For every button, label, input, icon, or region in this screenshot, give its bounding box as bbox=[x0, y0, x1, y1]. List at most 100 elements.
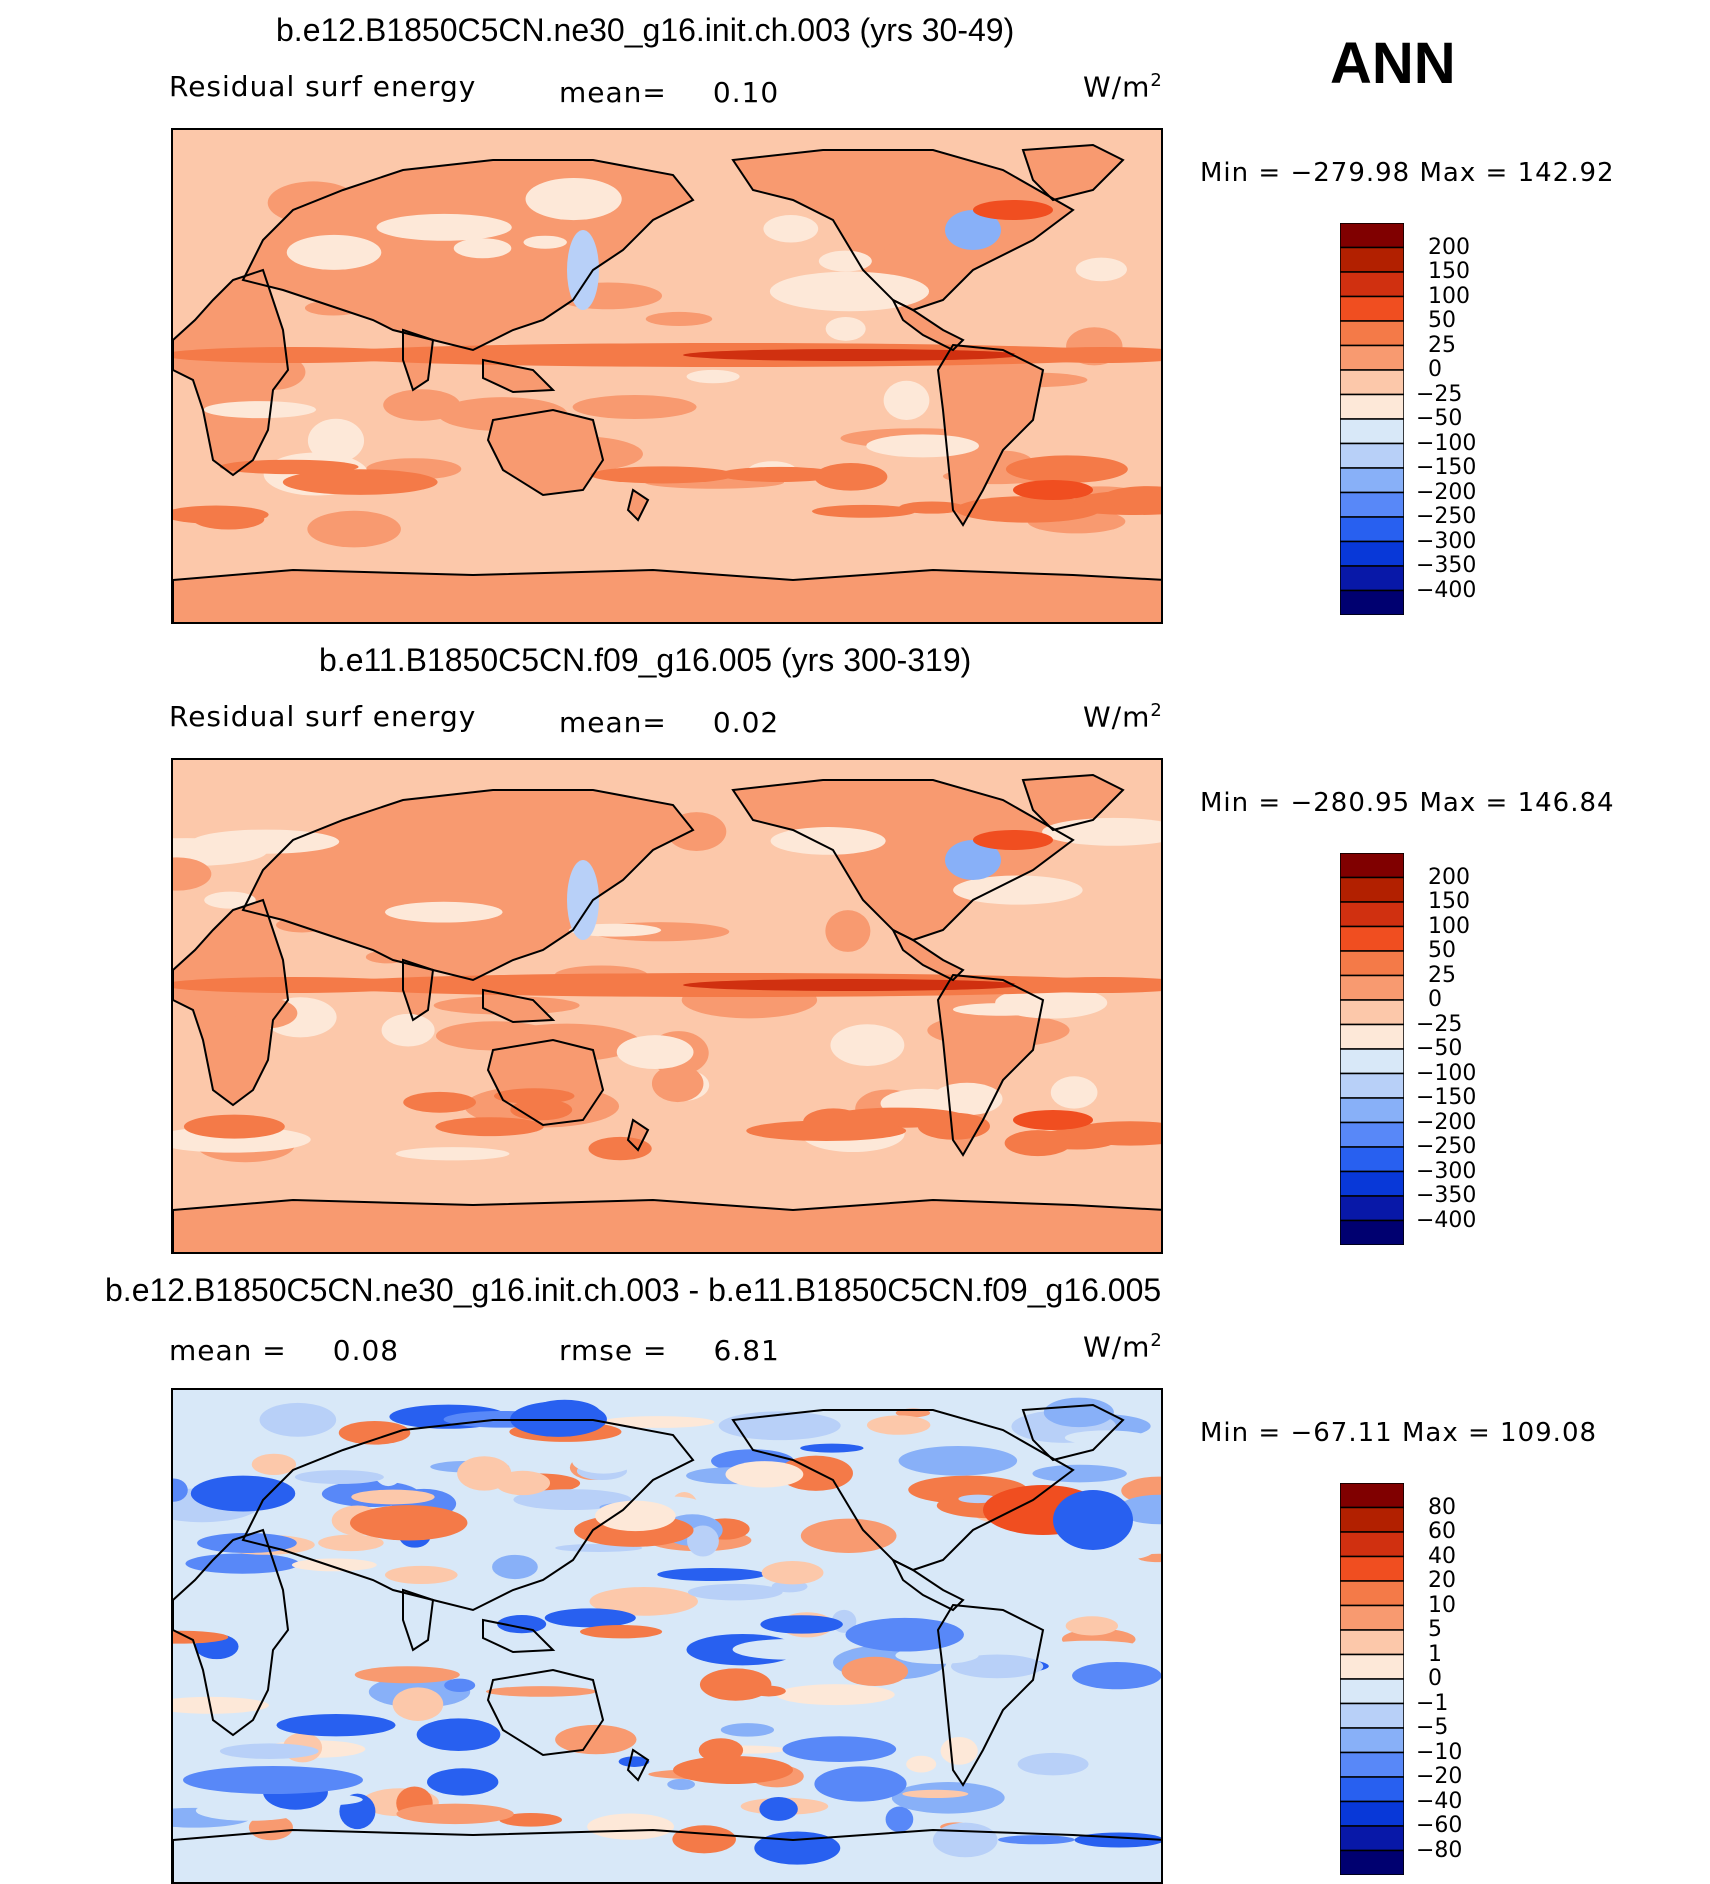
colorbar-tick-label: 5 bbox=[1428, 1617, 1442, 1642]
southern-ocean-negative bbox=[183, 1766, 363, 1794]
field-contour bbox=[513, 1489, 632, 1511]
map-field bbox=[173, 760, 1161, 1252]
field-contour bbox=[1013, 1110, 1093, 1130]
field-contour bbox=[497, 1615, 547, 1634]
colorbar-box bbox=[1340, 1604, 1404, 1631]
field-contour bbox=[645, 311, 713, 327]
colorbar-box bbox=[1340, 442, 1404, 469]
field-contour bbox=[286, 234, 382, 270]
field-contour bbox=[898, 501, 966, 514]
colorbar-tick-label: −20 bbox=[1416, 1764, 1463, 1789]
field-contour bbox=[720, 1723, 775, 1737]
colorbar-tick-label: −400 bbox=[1416, 1207, 1477, 1233]
field-contour bbox=[927, 1013, 1070, 1048]
panel-1-mean: mean= 0.10 bbox=[559, 76, 779, 109]
field-contour bbox=[453, 238, 512, 259]
colorbar-tick-label: −350 bbox=[1416, 553, 1477, 578]
field-contour bbox=[589, 1587, 698, 1616]
colorbar-tick-label: −10 bbox=[1416, 1739, 1463, 1765]
field-contour bbox=[953, 875, 1083, 905]
panel-3-mean: mean = 0.08 bbox=[169, 1334, 399, 1367]
field-contour bbox=[173, 857, 212, 891]
field-contour bbox=[1065, 1616, 1119, 1636]
field-contour bbox=[618, 1756, 650, 1767]
panel-1-min: −279.98 bbox=[1290, 158, 1411, 188]
coastline bbox=[173, 568, 1161, 622]
coastline bbox=[486, 1038, 605, 1127]
colorbar-tick-label: 1 bbox=[1428, 1641, 1442, 1667]
map-field bbox=[173, 130, 1161, 622]
panel-1-mean-value: 0.10 bbox=[712, 76, 780, 109]
field-contour bbox=[572, 395, 697, 419]
colorbar-box bbox=[1340, 1702, 1404, 1729]
colorbar-tick-label: −300 bbox=[1416, 528, 1477, 554]
colorbar-tick-label: −25 bbox=[1416, 381, 1463, 407]
field-contour bbox=[392, 1687, 444, 1721]
land-field bbox=[733, 780, 1073, 940]
field-contour bbox=[1005, 455, 1128, 483]
colorbar-tick-label: −80 bbox=[1416, 1837, 1463, 1863]
field-contour bbox=[384, 1565, 458, 1585]
field-contour bbox=[1102, 486, 1161, 510]
field-contour bbox=[1050, 1076, 1098, 1109]
field-contour bbox=[825, 910, 871, 952]
colorbar-tick-label: −150 bbox=[1416, 455, 1477, 480]
panel-1-variable: Residual surf energy bbox=[169, 70, 477, 103]
field-contour bbox=[437, 397, 568, 432]
panel-1-colorbar bbox=[1340, 223, 1404, 615]
field-contour bbox=[307, 418, 365, 463]
coastline bbox=[482, 988, 556, 1024]
field-contour bbox=[234, 997, 298, 1029]
field-contour bbox=[1004, 1130, 1071, 1157]
colorbar-tick-label: −40 bbox=[1416, 1788, 1463, 1814]
colorbar-tick-label: 150 bbox=[1428, 889, 1470, 914]
southern-ocean-positive bbox=[673, 1756, 793, 1784]
colorbar-box bbox=[1340, 999, 1404, 1026]
field-contour bbox=[240, 354, 306, 391]
field-contour bbox=[587, 1813, 674, 1840]
panel-1-mean-label: mean= bbox=[559, 76, 667, 109]
panel-3-title: b.e12.B1850C5CN.ne30_g16.init.ch.003 - b… bbox=[105, 1272, 1162, 1308]
land-field bbox=[893, 930, 963, 980]
colorbar-tick-label: 150 bbox=[1428, 259, 1470, 284]
field-contour bbox=[898, 1445, 1018, 1476]
field-contour bbox=[525, 177, 622, 221]
field-contour bbox=[759, 1796, 798, 1821]
coastline bbox=[936, 343, 1045, 527]
field-contour bbox=[1032, 1464, 1127, 1483]
colorbar-box bbox=[1340, 491, 1404, 518]
colorbar-box bbox=[1340, 1219, 1404, 1245]
kuroshio bbox=[567, 860, 599, 940]
field-contour bbox=[580, 1625, 663, 1639]
field-contour bbox=[754, 1831, 841, 1865]
field-contour bbox=[885, 1806, 914, 1833]
field-contour bbox=[651, 1064, 704, 1103]
coastline bbox=[1021, 1403, 1125, 1462]
colorbar-tick-label: −1 bbox=[1416, 1690, 1449, 1716]
equatorial-band bbox=[173, 977, 423, 993]
panel-2-max: 146.84 bbox=[1517, 788, 1615, 818]
panel-3-colorbar bbox=[1340, 1483, 1404, 1875]
colorbar-box bbox=[1340, 1195, 1404, 1222]
field-contour bbox=[667, 1778, 695, 1790]
field-contour bbox=[462, 1833, 518, 1843]
colorbar-tick-label: −5 bbox=[1416, 1715, 1449, 1740]
colorbar-box bbox=[1340, 1048, 1404, 1075]
field-contour bbox=[830, 1024, 905, 1066]
panel-2-units: W/m2 bbox=[1083, 700, 1163, 734]
field-contour bbox=[657, 1567, 766, 1581]
coastline bbox=[241, 1419, 695, 1612]
field-contour bbox=[732, 1639, 846, 1660]
colorbar-tick-label: −60 bbox=[1416, 1813, 1463, 1838]
land-field bbox=[243, 790, 693, 980]
field-contour bbox=[1066, 1121, 1161, 1146]
field-contour bbox=[383, 389, 461, 421]
coastline bbox=[402, 1588, 435, 1652]
field-contour bbox=[512, 436, 643, 472]
panel-2-minmax: Min = −280.95 Max = 146.84 bbox=[1200, 788, 1615, 818]
coastline bbox=[626, 1118, 650, 1152]
equatorial-max bbox=[683, 979, 1023, 991]
coastline bbox=[173, 1828, 1161, 1882]
colorbar-box bbox=[1340, 1072, 1404, 1099]
panel-1-map bbox=[171, 128, 1163, 624]
